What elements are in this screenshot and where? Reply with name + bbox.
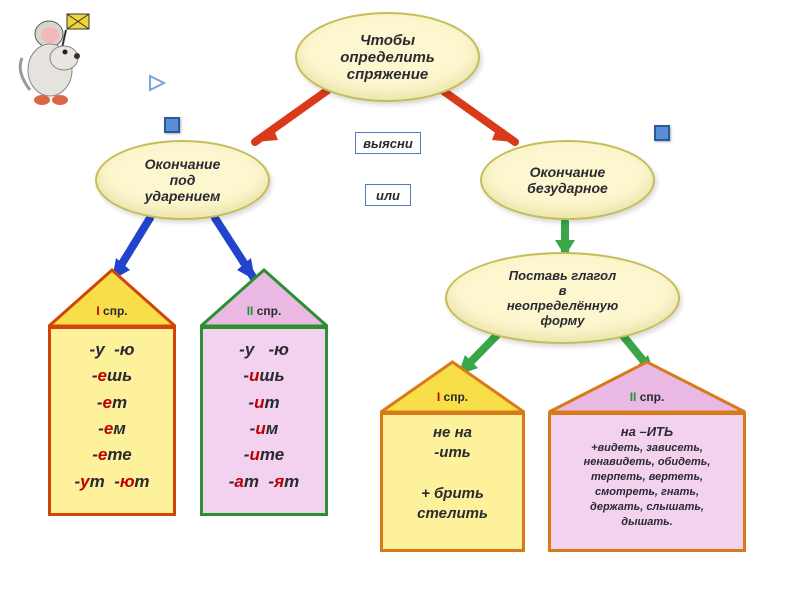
oval-stressed-ending: Окончание под ударением <box>95 140 270 220</box>
house-conj2-unstressed: II спр.на –ИТЬ+видеть, зависеть,ненавиде… <box>548 360 746 552</box>
oval-top: Чтобы определить спряжение <box>295 12 480 102</box>
marker-right <box>654 125 670 141</box>
oval-infinitive: Поставь глагол в неопределённую форму <box>445 252 680 344</box>
marker-left <box>164 117 180 133</box>
house-conj2-stressed: II спр.-у -ю-ишь-ит-им-ите-ат -ят <box>200 268 328 516</box>
diagram-root: Чтобы определить спряжение Окончание под… <box>0 0 800 600</box>
oval-unstressed-ending: Окончание безударное <box>480 140 655 220</box>
connector-vyasni: выясни <box>355 132 421 154</box>
mouse-illustration <box>12 12 102 107</box>
house-conj1-unstressed: I спр.не на-ить + бритьстелить <box>380 360 525 552</box>
connector-ili: или <box>365 184 411 206</box>
small-triangle-icon <box>148 74 166 92</box>
house-conj1-stressed: I спр.-у -ю-ешь-ет-ем-ете-ут -ют <box>48 268 176 516</box>
